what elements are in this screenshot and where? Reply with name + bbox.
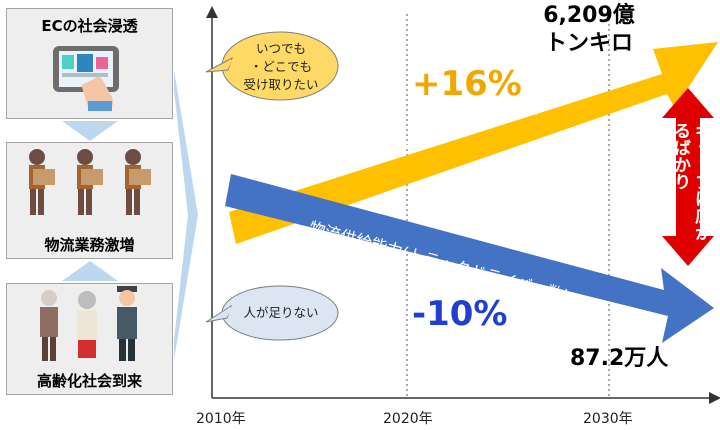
supply-value: 87.2万人 xyxy=(570,346,669,371)
anytime-text: いつでも ・どこでも 受け取りたい xyxy=(236,40,326,94)
demand-value: 6,209億 トンキロ xyxy=(524,2,654,58)
delivery-workers-icon xyxy=(17,147,167,227)
gap-arrow xyxy=(662,88,714,266)
tablet-shopping-icon xyxy=(50,43,130,113)
aging-title: 高齢化社会到来 xyxy=(36,372,142,390)
gap-label-box: ギャップは広がるばかり xyxy=(645,114,720,254)
x-tick-2010: 2010年 xyxy=(196,411,246,427)
elderly-people-icon xyxy=(31,286,151,366)
supply-arrow xyxy=(225,174,714,343)
x-tick-2020: 2020年 xyxy=(383,411,433,427)
x-tick-2030: 2030年 xyxy=(583,411,633,427)
up-arrow xyxy=(62,261,118,281)
connector-chevron xyxy=(174,70,198,360)
anytime-line-2: ・どこでも xyxy=(249,59,313,74)
logistics-title: 物流業務激増 xyxy=(44,236,135,254)
demand-value-line2: トンキロ xyxy=(544,31,633,56)
gap-label: ギャップは広がるばかり xyxy=(670,122,711,241)
demand-value-line1: 6,209億 xyxy=(543,3,635,28)
anytime-line-3: 受け取りたい xyxy=(243,77,319,92)
supply-change: -10% xyxy=(412,294,508,334)
logistics-box: 物流業務激増 xyxy=(6,142,173,259)
anytime-line-1: いつでも xyxy=(255,41,306,56)
demand-change: +16% xyxy=(412,64,522,104)
demand-arrow xyxy=(229,42,718,244)
aging-box: 高齢化社会到来 xyxy=(6,283,173,395)
ec-title: ECの社会浸透 xyxy=(41,17,138,35)
shortage-text: 人が足りない xyxy=(243,305,319,320)
down-arrow-1 xyxy=(62,121,118,141)
ec-box: ECの社会浸透 xyxy=(6,8,173,119)
